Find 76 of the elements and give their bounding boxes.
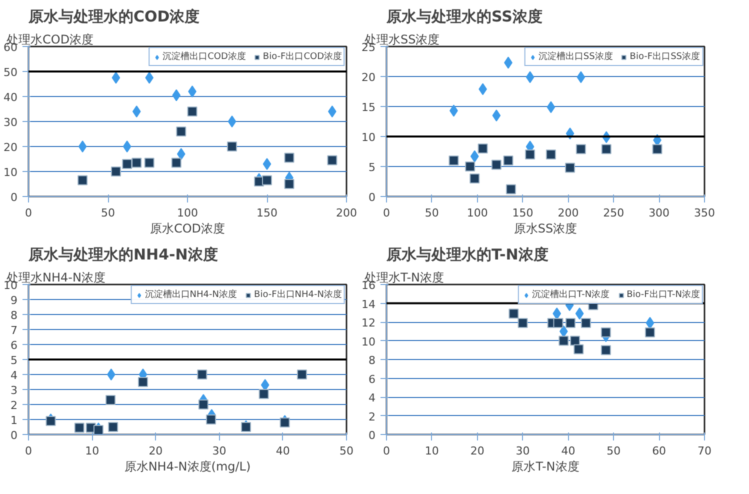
y-tick-label: 0 (10, 191, 18, 204)
x-tick-label: 300 (648, 206, 670, 220)
y-tick-label: 10 (362, 131, 376, 144)
x-tick-label: 10 (424, 444, 439, 458)
chart-title: 原水与处理水的NH4-N浓度 (28, 246, 218, 264)
legend-label: Bio-F出口SS浓度 (630, 50, 700, 63)
x-tick-label: 250 (603, 206, 624, 220)
y-tick-label: 14 (362, 298, 376, 311)
x-tick-label: 30 (516, 444, 530, 458)
y-tick-label: 0 (368, 191, 376, 204)
y-tick-label: 1 (10, 414, 18, 427)
legend-label: Bio-F出口COD浓度 (262, 50, 342, 63)
y-tick-label: 50 (4, 66, 18, 79)
chart-title: 原水与处理水的T-N浓度 (386, 246, 548, 264)
x-tick-label: 200 (558, 206, 579, 220)
y-tick-label: 5 (368, 161, 376, 174)
legend-label: 沉淀槽出口NH4-N浓度 (144, 288, 238, 301)
y-tick-label: 20 (4, 141, 18, 154)
chart-title: 原水与处理水的COD浓度 (28, 8, 200, 26)
y-tick-label: 6 (10, 339, 18, 352)
x-tick-label: 100 (177, 206, 198, 220)
legend-label: 沉淀槽出口SS浓度 (538, 50, 613, 63)
x-tick-label: 50 (606, 444, 621, 458)
legend-label: Bio-F出口T-N浓度 (626, 288, 700, 301)
x-tick-label: 20 (470, 444, 484, 458)
y-tick-label: 40 (4, 91, 18, 104)
y-tick-label: 2 (368, 410, 376, 424)
x-axis-title: 原水SS浓度 (514, 222, 578, 236)
legend-label: 沉淀槽出口COD浓度 (162, 50, 246, 63)
legend-label: Bio-F出口NH4-N浓度 (254, 288, 342, 301)
x-tick-label: 50 (424, 206, 439, 220)
y-tick-label: 30 (4, 116, 18, 129)
legend-label: 沉淀槽出口T-N浓度 (532, 288, 610, 301)
y-tick-label: 10 (4, 166, 18, 179)
x-tick-label: 350 (694, 206, 715, 220)
y-tick-label: 15 (362, 101, 376, 114)
x-axis-title: 原水T-N浓度 (512, 460, 580, 474)
x-tick-label: 70 (698, 444, 712, 458)
y-tick-label: 12 (362, 316, 376, 330)
y-axis-title: 处理水T-N浓度 (364, 270, 444, 284)
x-tick-label: 30 (212, 444, 226, 458)
x-tick-label: 50 (101, 206, 115, 220)
x-tick-label: 60 (652, 444, 666, 458)
x-tick-label: 10 (85, 444, 100, 458)
x-tick-label: 40 (561, 444, 576, 458)
x-tick-label: 40 (276, 444, 290, 458)
y-tick-label: 4 (10, 369, 18, 382)
x-tick-label: 50 (340, 444, 354, 458)
y-tick-label: 8 (368, 354, 376, 367)
x-tick-label: 0 (25, 444, 32, 458)
chart-title: 原水与处理水的SS浓度 (386, 8, 542, 26)
x-axis-title: 原水COD浓度 (150, 222, 226, 236)
y-axis-title: 处理水SS浓度 (364, 32, 440, 46)
y-tick-label: 20 (362, 71, 376, 84)
y-tick-label: 5 (10, 354, 18, 367)
y-tick-label: 9 (10, 294, 18, 307)
y-tick-label: 3 (10, 384, 18, 397)
x-tick-label: 0 (383, 444, 390, 458)
x-tick-label: 150 (512, 206, 534, 220)
x-axis-title: 原水NH4-N浓度(mg/L) (124, 460, 251, 474)
y-tick-label: 6 (368, 372, 376, 386)
y-tick-label: 0 (10, 429, 18, 442)
y-tick-label: 7 (10, 324, 18, 337)
y-axis-title: 处理水NH4-N浓度 (6, 270, 106, 284)
y-tick-label: 0 (368, 429, 376, 442)
x-tick-label: 0 (383, 206, 390, 220)
x-tick-label: 20 (148, 444, 163, 458)
y-tick-label: 8 (10, 309, 18, 322)
y-tick-label: 10 (362, 335, 376, 348)
y-axis-title: 处理水COD浓度 (6, 32, 94, 46)
x-tick-label: 100 (466, 206, 488, 220)
y-tick-label: 4 (368, 392, 376, 404)
x-tick-label: 200 (336, 206, 357, 220)
x-tick-label: 0 (25, 206, 32, 220)
x-tick-label: 150 (256, 206, 278, 220)
y-tick-label: 2 (10, 399, 18, 412)
